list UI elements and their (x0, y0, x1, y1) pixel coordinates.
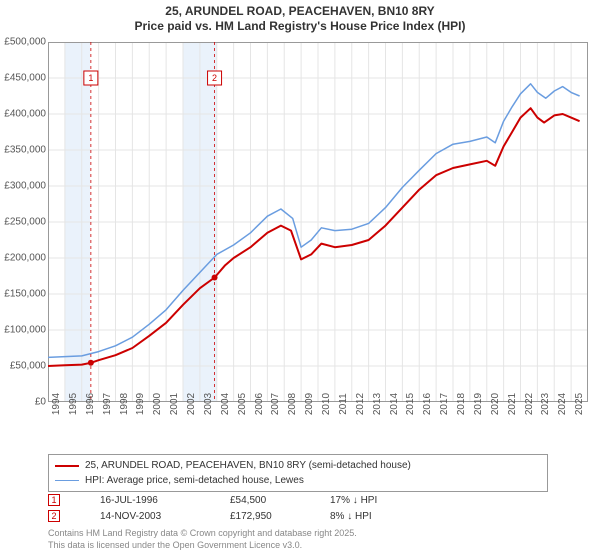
x-axis-tick: 2011 (338, 393, 349, 415)
title-line-1: 25, ARUNDEL ROAD, PEACEHAVEN, BN10 8RY (0, 4, 600, 18)
y-axis-tick: £250,000 (4, 217, 46, 228)
x-axis-tick: 2020 (490, 393, 501, 415)
x-axis-tick: 2021 (507, 393, 518, 415)
x-axis-tick: 2018 (456, 393, 467, 415)
x-axis-tick: 1995 (68, 393, 79, 415)
price-chart: 12 (48, 42, 588, 402)
x-axis-tick: 2001 (169, 393, 180, 415)
marker-row: 1 16-JUL-1996£54,50017% ↓ HPI (48, 492, 430, 508)
legend-item: HPI: Average price, semi-detached house,… (55, 473, 541, 488)
x-axis-tick: 1997 (102, 393, 113, 415)
x-axis-tick: 2023 (540, 393, 551, 415)
legend-swatch (55, 480, 79, 481)
x-axis-tick: 2006 (254, 393, 265, 415)
x-axis-tick: 2010 (321, 393, 332, 415)
svg-text:1: 1 (88, 73, 93, 83)
marker-diff: 17% ↓ HPI (330, 495, 430, 506)
y-axis-tick: £500,000 (4, 37, 46, 48)
x-axis-tick: 2015 (405, 393, 416, 415)
legend: 25, ARUNDEL ROAD, PEACEHAVEN, BN10 8RY (… (48, 454, 548, 492)
marker-date: 16-JUL-1996 (100, 495, 230, 506)
legend-item: 25, ARUNDEL ROAD, PEACEHAVEN, BN10 8RY (… (55, 458, 541, 473)
svg-text:2: 2 (212, 73, 217, 83)
x-axis-tick: 1996 (85, 393, 96, 415)
marker-price: £172,950 (230, 511, 330, 522)
x-axis-tick: 2022 (524, 393, 535, 415)
x-axis-tick: 2009 (304, 393, 315, 415)
x-axis-tick: 2014 (389, 393, 400, 415)
y-axis-tick: £350,000 (4, 145, 46, 156)
x-axis-tick: 1994 (51, 393, 62, 415)
x-axis-tick: 2017 (439, 393, 450, 415)
x-axis-tick: 1999 (135, 393, 146, 415)
y-axis-tick: £200,000 (4, 253, 46, 264)
marker-id-box: 1 (48, 494, 60, 506)
y-axis-tick: £100,000 (4, 325, 46, 336)
y-axis-tick: £0 (35, 397, 46, 408)
x-axis-tick: 2005 (237, 393, 248, 415)
footer-attribution: Contains HM Land Registry data © Crown c… (48, 528, 357, 551)
title-line-2: Price paid vs. HM Land Registry's House … (0, 19, 600, 33)
y-axis-tick: £150,000 (4, 289, 46, 300)
x-axis-tick: 2025 (574, 393, 585, 415)
legend-label: HPI: Average price, semi-detached house,… (85, 475, 304, 486)
x-axis-tick: 2000 (152, 393, 163, 415)
x-axis-tick: 2002 (186, 393, 197, 415)
x-axis-tick: 2024 (557, 393, 568, 415)
x-axis-tick: 2016 (422, 393, 433, 415)
x-axis-tick: 2007 (270, 393, 281, 415)
x-axis-tick: 2019 (473, 393, 484, 415)
marker-id-box: 2 (48, 510, 60, 522)
x-axis-tick: 2008 (287, 393, 298, 415)
marker-diff: 8% ↓ HPI (330, 511, 430, 522)
x-axis-tick: 1998 (119, 393, 130, 415)
marker-table: 1 16-JUL-1996£54,50017% ↓ HPI 2 14-NOV-2003… (48, 492, 430, 524)
x-axis-tick: 2013 (372, 393, 383, 415)
x-axis-tick: 2012 (355, 393, 366, 415)
chart-title: 25, ARUNDEL ROAD, PEACEHAVEN, BN10 8RY P… (0, 0, 600, 33)
x-axis-tick: 2004 (220, 393, 231, 415)
y-axis-tick: £400,000 (4, 109, 46, 120)
footer-line-2: This data is licensed under the Open Gov… (48, 540, 357, 552)
legend-swatch (55, 465, 79, 467)
marker-price: £54,500 (230, 495, 330, 506)
y-axis-tick: £300,000 (4, 181, 46, 192)
marker-row: 2 14-NOV-2003£172,9508% ↓ HPI (48, 508, 430, 524)
footer-line-1: Contains HM Land Registry data © Crown c… (48, 528, 357, 540)
y-axis-tick: £450,000 (4, 73, 46, 84)
legend-label: 25, ARUNDEL ROAD, PEACEHAVEN, BN10 8RY (… (85, 460, 411, 471)
y-axis-tick: £50,000 (10, 361, 46, 372)
marker-date: 14-NOV-2003 (100, 511, 230, 522)
x-axis-tick: 2003 (203, 393, 214, 415)
